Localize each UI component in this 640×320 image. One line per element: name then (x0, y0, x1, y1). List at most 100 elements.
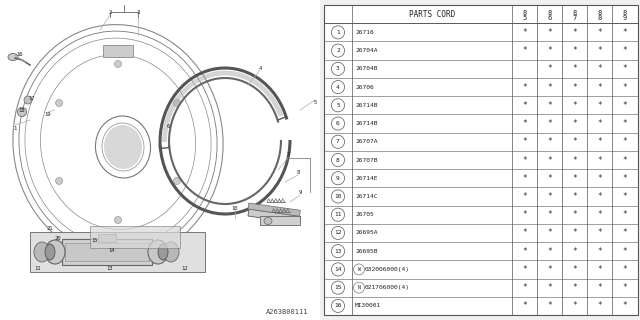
Text: *: * (522, 46, 527, 55)
Ellipse shape (173, 178, 180, 185)
Text: 26704A: 26704A (355, 48, 378, 53)
Text: *: * (597, 64, 602, 73)
Text: *: * (572, 64, 577, 73)
Text: 021706000(4): 021706000(4) (365, 285, 410, 290)
Text: *: * (522, 174, 527, 183)
Text: 26714B: 26714B (355, 103, 378, 108)
Text: 8: 8 (522, 10, 527, 16)
Text: 18: 18 (19, 108, 25, 113)
Text: *: * (547, 101, 552, 110)
Text: 26695B: 26695B (355, 249, 378, 254)
Text: 7: 7 (286, 153, 290, 157)
Bar (90, 226, 180, 248)
Text: *: * (547, 265, 552, 274)
Text: *: * (572, 119, 577, 128)
Text: *: * (623, 101, 627, 110)
Text: 7: 7 (336, 139, 340, 144)
Text: *: * (597, 192, 602, 201)
Text: 8: 8 (296, 170, 300, 174)
Text: *: * (522, 119, 527, 128)
Text: *: * (547, 228, 552, 237)
Text: 26695A: 26695A (355, 230, 378, 236)
Text: 21: 21 (47, 226, 53, 230)
Text: 8: 8 (336, 157, 340, 163)
Text: 3: 3 (336, 66, 340, 71)
Ellipse shape (163, 242, 179, 262)
Text: *: * (597, 301, 602, 310)
Text: 9: 9 (623, 15, 627, 21)
Text: A263B00111: A263B00111 (266, 309, 308, 315)
Text: *: * (597, 247, 602, 256)
Text: *: * (522, 156, 527, 164)
Text: *: * (623, 283, 627, 292)
Text: *: * (572, 247, 577, 256)
Text: 8: 8 (597, 15, 602, 21)
Bar (260, 216, 300, 225)
Text: *: * (572, 210, 577, 219)
Text: *: * (572, 228, 577, 237)
Text: *: * (597, 83, 602, 92)
Text: 6: 6 (336, 121, 340, 126)
Text: N: N (358, 285, 360, 290)
Bar (324, 5, 638, 23)
Text: *: * (623, 83, 627, 92)
Text: *: * (597, 265, 602, 274)
Text: *: * (547, 64, 552, 73)
Text: 26706: 26706 (355, 84, 374, 90)
Text: *: * (572, 283, 577, 292)
Ellipse shape (45, 244, 55, 260)
Text: 16: 16 (334, 303, 342, 308)
Bar (65, 243, 149, 261)
Text: *: * (522, 83, 527, 92)
Text: 20: 20 (55, 236, 61, 241)
Text: 032006000(4): 032006000(4) (365, 267, 410, 272)
Text: *: * (547, 301, 552, 310)
Text: *: * (547, 46, 552, 55)
Text: 5: 5 (314, 100, 317, 105)
Text: *: * (623, 28, 627, 37)
Text: 12: 12 (334, 230, 342, 236)
Text: 26707B: 26707B (355, 157, 378, 163)
Text: 7: 7 (572, 15, 577, 21)
Text: 10: 10 (232, 205, 238, 211)
Text: *: * (623, 156, 627, 164)
Bar (103, 45, 133, 57)
Ellipse shape (34, 242, 50, 262)
Bar (62, 239, 152, 265)
Text: 14: 14 (334, 267, 342, 272)
Ellipse shape (264, 218, 272, 225)
Text: 2: 2 (336, 48, 340, 53)
Text: *: * (623, 210, 627, 219)
Text: 26714E: 26714E (355, 176, 378, 181)
Ellipse shape (17, 108, 26, 116)
Text: 1: 1 (13, 125, 17, 131)
Text: *: * (623, 46, 627, 55)
Text: 15: 15 (334, 285, 342, 290)
Text: 9: 9 (298, 189, 301, 195)
Text: *: * (597, 228, 602, 237)
Text: *: * (597, 283, 602, 292)
Text: *: * (623, 192, 627, 201)
Text: *: * (623, 119, 627, 128)
Text: *: * (623, 174, 627, 183)
Text: *: * (597, 101, 602, 110)
Text: 13: 13 (107, 266, 113, 270)
Text: *: * (597, 46, 602, 55)
Text: *: * (522, 28, 527, 37)
Text: 8: 8 (623, 10, 627, 16)
Ellipse shape (148, 240, 168, 264)
Text: 13: 13 (334, 249, 342, 254)
Text: 4: 4 (259, 66, 262, 70)
Text: *: * (623, 64, 627, 73)
Text: 26707A: 26707A (355, 139, 378, 144)
Ellipse shape (24, 96, 32, 104)
Text: *: * (522, 228, 527, 237)
Text: *: * (522, 210, 527, 219)
Text: 2: 2 (108, 10, 111, 14)
Text: *: * (572, 101, 577, 110)
Text: 26705: 26705 (355, 212, 374, 217)
Text: *: * (597, 119, 602, 128)
Text: 8: 8 (547, 10, 552, 16)
Text: *: * (597, 156, 602, 164)
Text: *: * (547, 210, 552, 219)
